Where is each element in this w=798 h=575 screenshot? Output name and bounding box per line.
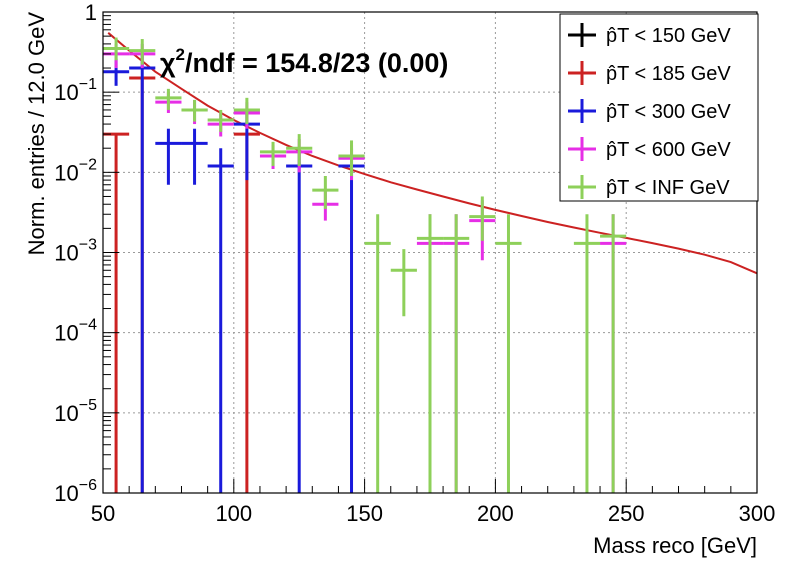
legend-label: p̂T < 185 GeV: [606, 63, 731, 85]
y-tick-label: 10−3: [54, 237, 97, 266]
data-point: [495, 214, 522, 493]
legend-entry: p̂T < INF GeV: [568, 175, 730, 199]
y-tick-label: 10−6: [54, 477, 97, 506]
y-tick-base: 10: [54, 401, 78, 426]
y-tick-label: 1: [85, 0, 97, 25]
legend: p̂T < 150 GeV p̂T < 185 GeV p̂T < 300 GeV p…: [559, 13, 759, 202]
legend-label: p̂T < 600 GeV: [606, 139, 731, 161]
data-point: [233, 97, 260, 125]
data-point: [364, 214, 391, 493]
data-point: [207, 148, 234, 493]
data-point: [416, 214, 444, 493]
y-tick-base: 10: [54, 481, 78, 506]
chi2-value: /ndf = 154.8/23 (0.00): [185, 48, 448, 78]
legend-entry: p̂T < 185 GeV: [568, 61, 731, 85]
legend-box: [559, 13, 759, 202]
y-axis-title: Norm. entries / 12.0 GeV: [24, 12, 49, 256]
data-point: [573, 214, 601, 493]
y-tick-label: 10−4: [54, 317, 97, 346]
fit-curve-layer: [107, 32, 758, 275]
legend-label: p̂T < INF GeV: [606, 177, 730, 199]
y-tick-exponent: −6: [79, 477, 97, 494]
x-tick-label: 150: [346, 501, 383, 526]
y-tick-labels: 110−110−210−310−410−510−6: [54, 0, 97, 506]
data-point: [338, 148, 365, 493]
data-point: [181, 128, 208, 185]
data-point: [207, 109, 234, 132]
legend-entry: p̂T < 600 GeV: [568, 137, 731, 161]
data-point: [286, 148, 313, 493]
x-tick-label: 50: [91, 501, 115, 526]
series-4: [103, 37, 627, 493]
data-point: [600, 214, 627, 493]
legend-label: p̂T < 300 GeV: [606, 101, 731, 123]
x-tick-label: 300: [739, 501, 776, 526]
y-tick-exponent: −1: [79, 76, 97, 93]
y-tick-base: 1: [85, 0, 97, 25]
x-tick-labels: 50 100 150 200 250 300: [91, 501, 776, 526]
chi2-symbol: χ: [160, 48, 176, 78]
y-tick-base: 10: [54, 80, 78, 105]
data-point: [286, 134, 313, 166]
data-point: [469, 196, 496, 241]
data-marks: [103, 37, 627, 493]
axis-ticks: [102, 11, 758, 494]
legend-entry: p̂T < 150 GeV: [568, 23, 731, 47]
y-tick-exponent: −4: [79, 317, 97, 334]
x-tick-label: 250: [608, 501, 645, 526]
x-axis-title: Mass reco [GeV]: [593, 533, 757, 558]
y-tick-base: 10: [54, 321, 78, 346]
chi2-superscript: 2: [176, 45, 185, 64]
x-tick-label: 100: [215, 501, 252, 526]
data-point: [338, 140, 365, 177]
legend-label: p̂T < 150 GeV: [606, 25, 731, 47]
data-point: [103, 37, 130, 61]
legend-entry: p̂T < 300 GeV: [568, 99, 731, 123]
y-tick-label: 10−1: [54, 76, 97, 105]
y-tick-label: 10−2: [54, 156, 97, 185]
x-tick-label: 200: [477, 501, 514, 526]
data-point: [233, 132, 260, 493]
y-tick-label: 10−5: [54, 397, 97, 426]
data-point: [181, 99, 208, 122]
y-tick-base: 10: [54, 160, 78, 185]
y-tick-exponent: −2: [79, 156, 97, 173]
data-point: [155, 128, 182, 185]
y-tick-exponent: −5: [79, 397, 97, 414]
data-point: [103, 132, 130, 493]
y-tick-base: 10: [54, 241, 78, 266]
data-point: [443, 214, 470, 493]
y-tick-exponent: −3: [79, 237, 97, 254]
data-point: [129, 53, 156, 493]
fit-curve: [107, 32, 758, 275]
chi2-annotation: χ2/ndf = 154.8/23 (0.00): [160, 45, 448, 78]
data-point: [390, 249, 417, 317]
data-point: [129, 39, 156, 65]
series-1: [103, 76, 260, 493]
data-point: [155, 88, 182, 110]
data-point: [259, 141, 287, 166]
data-point: [312, 176, 339, 209]
